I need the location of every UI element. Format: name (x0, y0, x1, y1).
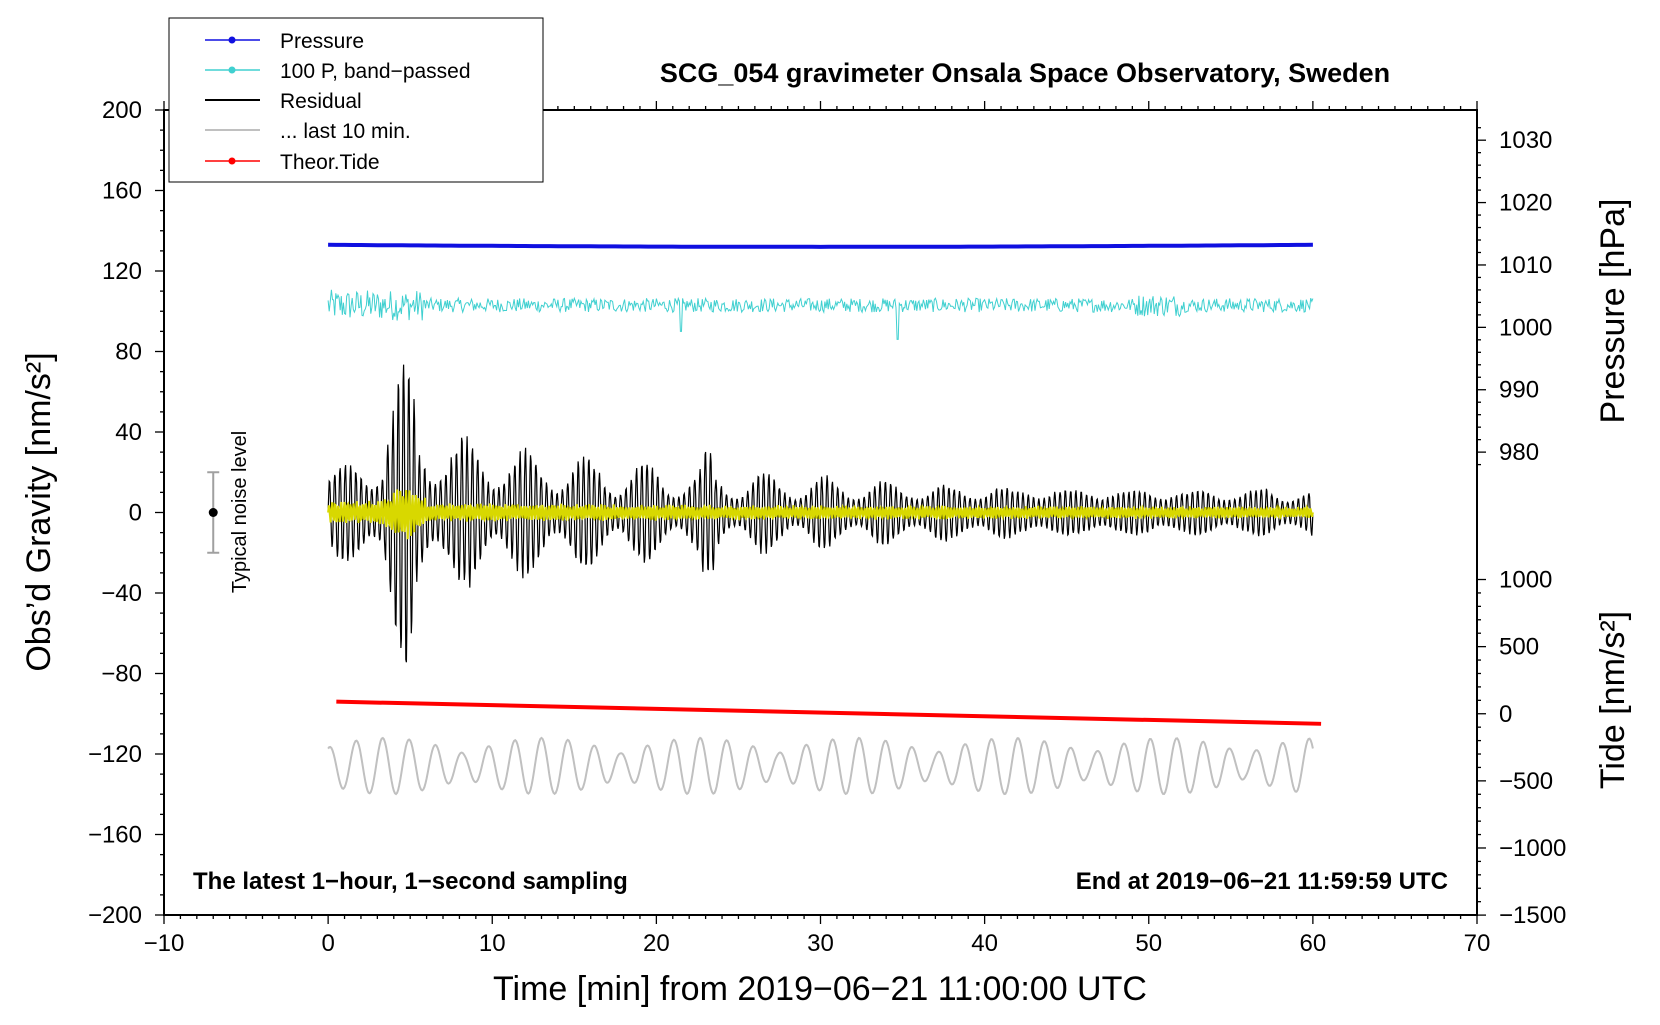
series-bandpassed (327, 289, 1314, 340)
tide-tick-label: −1500 (1499, 902, 1566, 929)
tide-tick-label: −500 (1499, 768, 1553, 795)
series-tide (336, 699, 1322, 726)
series-layer (207, 242, 1322, 796)
pressure-tick-label: 990 (1499, 377, 1539, 404)
x-tick-label: 70 (1464, 930, 1491, 957)
legend-label-tide: Theor.Tide (280, 151, 380, 174)
y-tick-label: −120 (88, 741, 142, 768)
legend-label-last10: ... last 10 min. (280, 120, 411, 143)
pressure-tick-label: 1020 (1499, 190, 1552, 217)
y-tick-label: 80 (115, 339, 142, 366)
pressure-axis-title: Pressure [hPa] (1594, 199, 1632, 424)
x-axis-title: Time [min] from 2019−06−21 11:00:00 UTC (493, 970, 1147, 1008)
legend-marker-pressure (228, 36, 236, 44)
x-tick-label: 0 (321, 930, 334, 957)
annotation-right: End at 2019−06−21 11:59:59 UTC (1076, 868, 1448, 895)
tide-tick-label: 500 (1499, 634, 1539, 661)
series-residual-filtered (327, 489, 1314, 540)
noise-label: Typical noise level (229, 431, 251, 593)
x-tick-label: 60 (1300, 930, 1327, 957)
y-tick-label: 160 (102, 178, 142, 205)
chart-title: SCG_054 gravimeter Onsala Space Observat… (660, 58, 1390, 88)
legend-marker-bandpassed (228, 66, 236, 74)
pressure-tick-label: 1000 (1499, 314, 1552, 341)
x-tick-label: −10 (144, 930, 185, 957)
y-tick-label: −40 (101, 580, 142, 607)
legend-label-pressure: Pressure (280, 30, 364, 53)
series-pressure (328, 242, 1313, 249)
legend-label-residual: Residual (280, 90, 362, 113)
y-tick-label: −200 (88, 902, 142, 929)
tide-tick-label: −1000 (1499, 835, 1566, 862)
y-tick-label: −80 (101, 661, 142, 688)
pressure-tick-label: 980 (1499, 439, 1539, 466)
x-tick-label: 20 (643, 930, 670, 957)
noise-bar-center (208, 508, 218, 517)
x-tick-label: 30 (807, 930, 834, 957)
legend-label-bandpassed: 100 P, band−passed (280, 60, 471, 83)
x-tick-label: 50 (1135, 930, 1162, 957)
tide-axis-title: Tide [nm/s²] (1594, 611, 1632, 789)
tide-tick-label: 0 (1499, 701, 1512, 728)
y-tick-label: 120 (102, 258, 142, 285)
axis-layer: −10 0 10 20 30 40 50 60 7020016012080400−40−80−1… (88, 97, 1566, 957)
x-tick-label: 40 (971, 930, 998, 957)
tide-tick-label: 1000 (1499, 567, 1552, 594)
annotation-left: The latest 1−hour, 1−second sampling (193, 868, 628, 895)
pressure-tick-label: 1030 (1499, 127, 1552, 154)
y-axis-title: Obs’d Gravity [nm/s²] (20, 352, 58, 671)
legend-marker-tide (228, 157, 236, 165)
pressure-tick-label: 1010 (1499, 252, 1552, 279)
y-tick-label: 40 (115, 419, 142, 446)
series-last10 (327, 736, 1314, 796)
y-tick-label: 200 (102, 97, 142, 124)
y-tick-label: 0 (129, 500, 142, 527)
y-tick-label: −160 (88, 822, 142, 849)
x-tick-label: 10 (479, 930, 506, 957)
legend: Pressure 100 P, band−passed Residual ...… (168, 17, 544, 183)
